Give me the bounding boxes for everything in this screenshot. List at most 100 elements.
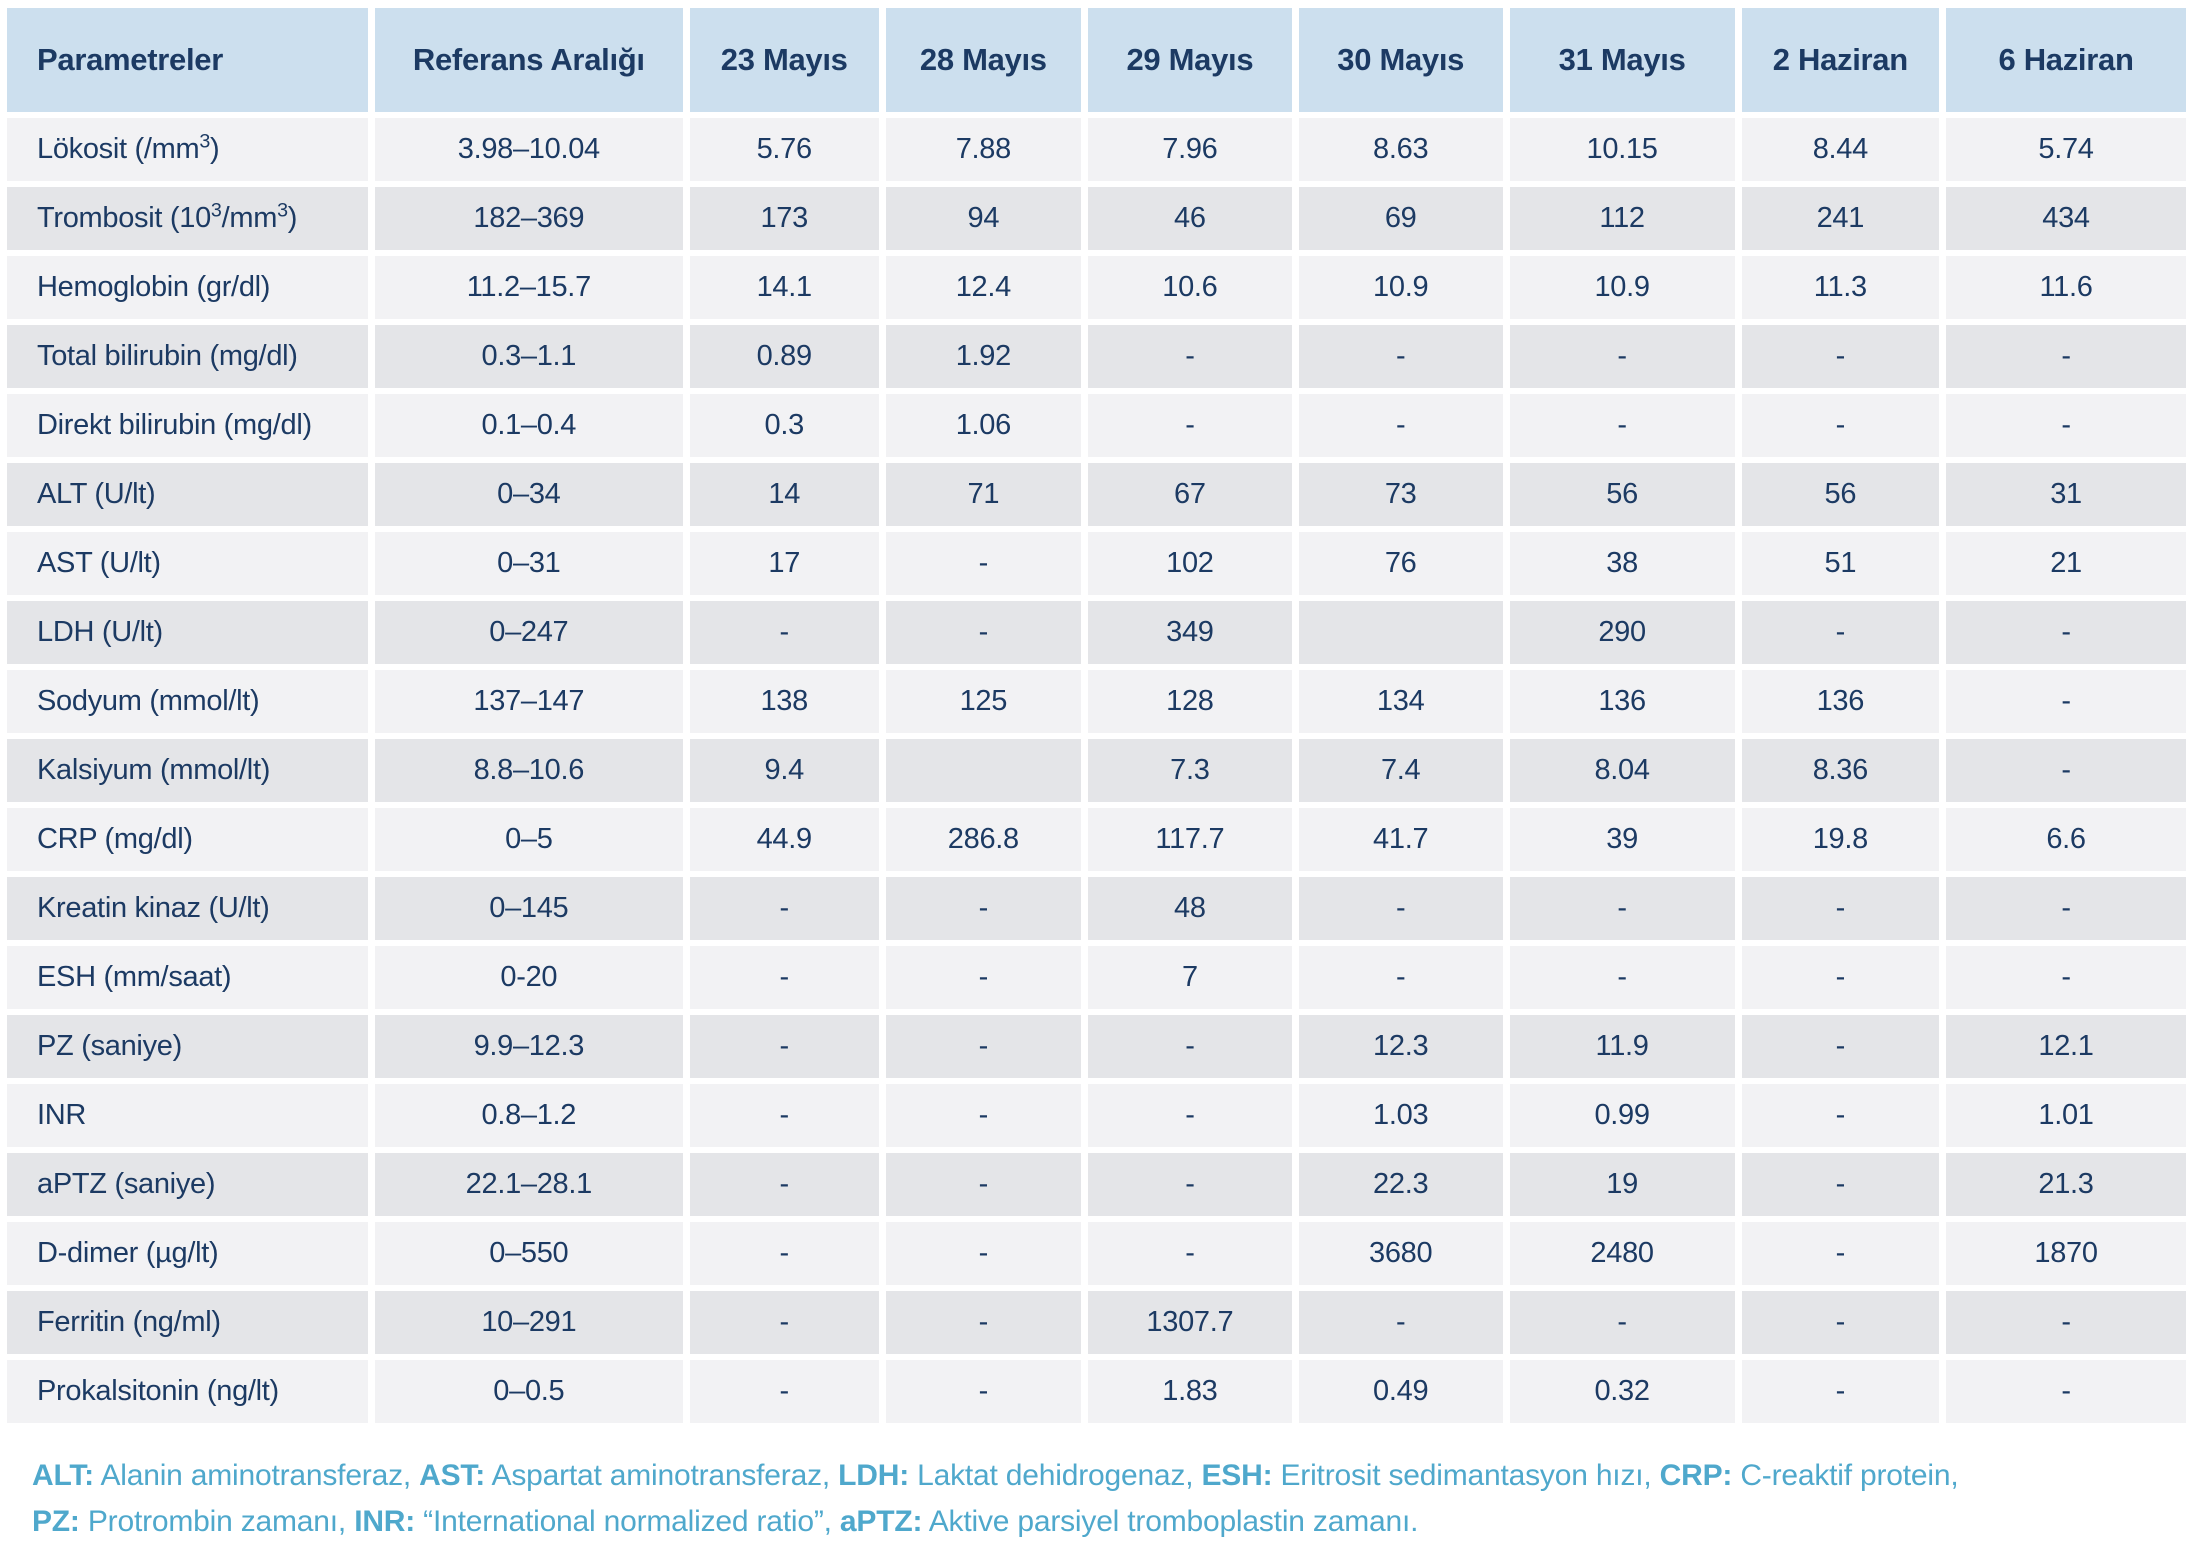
table-row: Kalsiyum (mmol/lt) 8.8–10.6 9.4 7.3 7.4 … [7, 739, 2186, 802]
abbreviation-label: INR: [354, 1505, 416, 1538]
value-cell: - [1087, 1222, 1292, 1285]
value-cell: - [1741, 946, 1940, 1009]
value-cell: 69 [1298, 187, 1503, 250]
value-cell: - [1298, 946, 1503, 1009]
value-cell: - [689, 946, 879, 1009]
value-cell: - [1741, 877, 1940, 940]
value-cell: 67 [1087, 463, 1292, 526]
value-cell: - [885, 1015, 1081, 1078]
value-cell: 0.99 [1509, 1084, 1735, 1147]
column-header-31-mayis: 31 Mayıs [1509, 8, 1735, 112]
value-cell: - [885, 877, 1081, 940]
table-row: AST (U/lt) 0–31 17 - 102 76 38 51 21 [7, 532, 2186, 595]
value-cell: 10.9 [1298, 256, 1503, 319]
value-cell: 6.6 [1946, 808, 2186, 871]
value-cell: - [885, 532, 1081, 595]
value-cell: 10.9 [1509, 256, 1735, 319]
table-row: Prokalsitonin (ng/lt) 0–0.5 - - 1.83 0.4… [7, 1360, 2186, 1423]
column-header-referans-araligi: Referans Aralığı [374, 8, 683, 112]
value-cell: 5.74 [1946, 118, 2186, 181]
value-cell: - [1087, 394, 1292, 457]
lab-results-table: Parametreler Referans Aralığı 23 Mayıs 2… [0, 2, 2193, 1429]
value-cell: - [1946, 394, 2186, 457]
value-cell: 128 [1087, 670, 1292, 733]
parameter-name-cell: ESH (mm/saat) [7, 946, 368, 1009]
value-cell: - [1509, 394, 1735, 457]
parameter-name-cell: Kreatin kinaz (U/lt) [7, 877, 368, 940]
value-cell: 38 [1509, 532, 1735, 595]
value-cell: - [1741, 1153, 1940, 1216]
value-cell: - [1298, 394, 1503, 457]
value-cell: 14.1 [689, 256, 879, 319]
value-cell: 286.8 [885, 808, 1081, 871]
parameter-name-cell: Prokalsitonin (ng/lt) [7, 1360, 368, 1423]
table-row: LDH (U/lt) 0–247 - - 349 290 - - [7, 601, 2186, 664]
abbreviation-label: AST: [419, 1459, 486, 1492]
value-cell: 1.01 [1946, 1084, 2186, 1147]
value-cell: 71 [885, 463, 1081, 526]
value-cell: 22.3 [1298, 1153, 1503, 1216]
footnote-line: PZ: Protrombin zamanı, INR: “Internation… [32, 1505, 1419, 1538]
reference-range-cell: 3.98–10.04 [374, 118, 683, 181]
value-cell: 14 [689, 463, 879, 526]
value-cell: 8.04 [1509, 739, 1735, 802]
value-cell: 1870 [1946, 1222, 2186, 1285]
value-cell: 12.3 [1298, 1015, 1503, 1078]
value-cell: - [1741, 1015, 1940, 1078]
value-cell: 290 [1509, 601, 1735, 664]
value-cell: - [689, 601, 879, 664]
value-cell: 0.3 [689, 394, 879, 457]
value-cell: - [1087, 325, 1292, 388]
value-cell: 48 [1087, 877, 1292, 940]
parameter-name-cell: D-dimer (µg/lt) [7, 1222, 368, 1285]
value-cell: - [1298, 877, 1503, 940]
column-header-6-haziran: 6 Haziran [1946, 8, 2186, 112]
reference-range-cell: 0-20 [374, 946, 683, 1009]
reference-range-cell: 137–147 [374, 670, 683, 733]
column-header-2-haziran: 2 Haziran [1741, 8, 1940, 112]
table-row: Hemoglobin (gr/dl) 11.2–15.7 14.1 12.4 1… [7, 256, 2186, 319]
value-cell: - [885, 1153, 1081, 1216]
value-cell: 7 [1087, 946, 1292, 1009]
parameter-name-cell: Total bilirubin (mg/dl) [7, 325, 368, 388]
value-cell: - [1087, 1015, 1292, 1078]
value-cell: - [1298, 325, 1503, 388]
value-cell: - [1087, 1153, 1292, 1216]
value-cell: - [1946, 739, 2186, 802]
reference-range-cell: 8.8–10.6 [374, 739, 683, 802]
value-cell: 3680 [1298, 1222, 1503, 1285]
value-cell: 39 [1509, 808, 1735, 871]
value-cell: 7.4 [1298, 739, 1503, 802]
column-header-23-mayis: 23 Mayıs [689, 8, 879, 112]
table-row: Direkt bilirubin (mg/dl) 0.1–0.4 0.3 1.0… [7, 394, 2186, 457]
value-cell: 56 [1509, 463, 1735, 526]
parameter-name-cell: Ferritin (ng/ml) [7, 1291, 368, 1354]
value-cell: 7.88 [885, 118, 1081, 181]
table-row: Kreatin kinaz (U/lt) 0–145 - - 48 - - - … [7, 877, 2186, 940]
column-header-parametreler: Parametreler [7, 8, 368, 112]
value-cell: 10.6 [1087, 256, 1292, 319]
value-cell: 10.15 [1509, 118, 1735, 181]
reference-range-cell: 9.9–12.3 [374, 1015, 683, 1078]
column-header-30-mayis: 30 Mayıs [1298, 8, 1503, 112]
value-cell: 173 [689, 187, 879, 250]
column-header-29-mayis: 29 Mayıs [1087, 8, 1292, 112]
reference-range-cell: 0–5 [374, 808, 683, 871]
table-row: Trombosit (103/mm3) 182–369 173 94 46 69… [7, 187, 2186, 250]
parameter-name-cell: PZ (saniye) [7, 1015, 368, 1078]
parameter-name-cell: Lökosit (/mm3) [7, 118, 368, 181]
value-cell: - [1509, 1291, 1735, 1354]
value-cell: 7.3 [1087, 739, 1292, 802]
parameter-name-cell: Trombosit (103/mm3) [7, 187, 368, 250]
value-cell: 136 [1741, 670, 1940, 733]
value-cell: - [1509, 946, 1735, 1009]
value-cell: 0.49 [1298, 1360, 1503, 1423]
value-cell: 21.3 [1946, 1153, 2186, 1216]
value-cell: - [885, 1084, 1081, 1147]
table-row: Ferritin (ng/ml) 10–291 - - 1307.7 - - -… [7, 1291, 2186, 1354]
reference-range-cell: 0–247 [374, 601, 683, 664]
reference-range-cell: 0–34 [374, 463, 683, 526]
value-cell: 44.9 [689, 808, 879, 871]
value-cell: - [689, 1291, 879, 1354]
